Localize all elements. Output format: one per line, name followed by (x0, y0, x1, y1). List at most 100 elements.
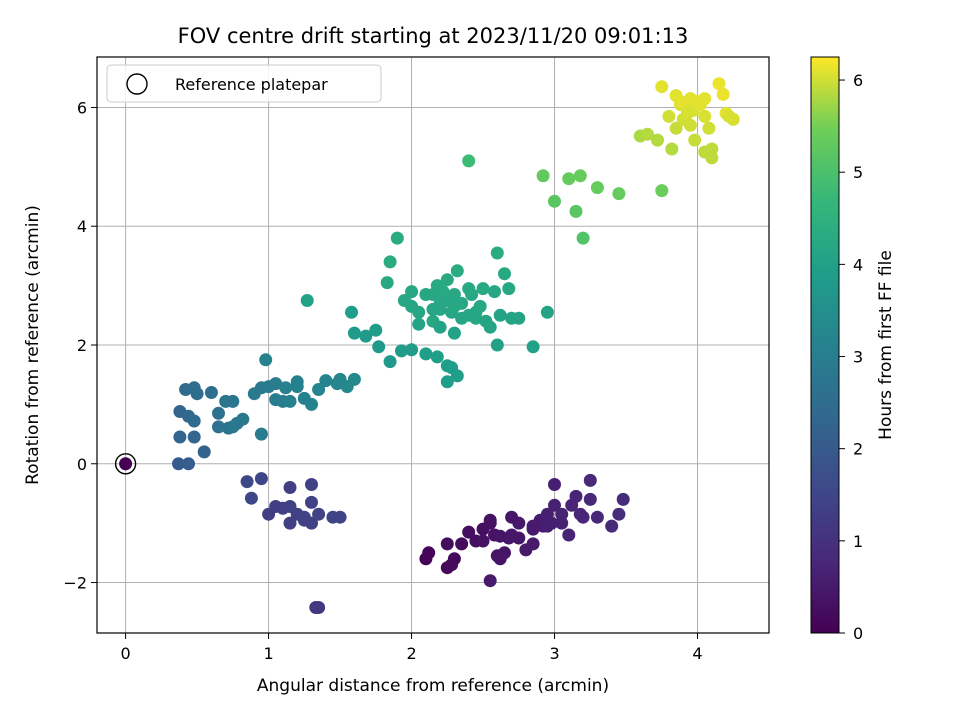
data-point (483, 513, 497, 527)
data-point (440, 273, 454, 287)
data-point (490, 246, 504, 260)
data-point (540, 519, 554, 533)
colorbar-frame (810, 56, 840, 634)
data-point (476, 534, 490, 548)
data-point (712, 77, 726, 91)
data-point (419, 347, 433, 361)
data-point (226, 394, 240, 408)
data-point (447, 299, 461, 313)
data-point (172, 457, 185, 471)
y-tick-label: 4 (77, 217, 87, 236)
x-tick-label: 2 (406, 644, 416, 663)
data-point (204, 386, 218, 399)
data-point (305, 495, 318, 509)
data-point (705, 151, 719, 165)
data-point (405, 299, 419, 313)
legend-box: Reference platepar (106, 64, 382, 103)
data-point (405, 285, 419, 299)
data-point (447, 326, 461, 340)
data-point (182, 457, 195, 471)
data-point (665, 142, 679, 156)
data-point (569, 489, 583, 503)
data-point (498, 267, 511, 281)
data-point (430, 350, 444, 364)
colorbar-tick-label: 2 (853, 440, 863, 459)
data-point (187, 414, 201, 428)
data-point (290, 375, 304, 389)
data-point (673, 95, 687, 108)
data-point (716, 87, 730, 101)
data-point (662, 109, 676, 123)
data-point (380, 276, 394, 290)
data-point (705, 142, 719, 156)
data-point (269, 377, 283, 391)
data-point (372, 340, 386, 354)
x-axis-ticks: 0 1 2 3 4 (121, 633, 703, 663)
data-point (426, 302, 440, 316)
data-point (450, 264, 464, 278)
data-point (390, 231, 404, 245)
data-point (655, 80, 669, 94)
data-point (483, 320, 497, 334)
data-point (698, 92, 712, 106)
data-point (493, 308, 507, 322)
data-point (226, 420, 240, 434)
data-point (548, 478, 561, 491)
y-axis-ticks: −2 0 2 4 6 (63, 98, 97, 593)
data-point (254, 472, 268, 486)
data-point (244, 491, 258, 505)
data-point (426, 288, 440, 301)
data-point (526, 519, 540, 533)
data-point (440, 537, 454, 551)
data-point (476, 282, 490, 296)
y-tick-label: 0 (77, 455, 87, 474)
x-tick-label: 0 (121, 644, 131, 663)
data-point (651, 133, 664, 147)
colorbar-tick-label: 1 (853, 532, 863, 551)
data-point (512, 531, 526, 545)
x-axis-label: Angular distance from reference (arcmin) (257, 676, 609, 696)
data-point (312, 383, 326, 396)
data-point (236, 412, 250, 426)
y-axis-label: Rotation from reference (arcmin) (23, 205, 43, 485)
data-point (573, 169, 587, 183)
data-point (359, 329, 373, 343)
data-point (512, 311, 526, 325)
x-tick-label: 1 (263, 644, 273, 663)
x-tick-label: 3 (549, 644, 559, 663)
data-point (505, 510, 519, 524)
data-point (576, 231, 590, 245)
y-tick-label: 6 (77, 98, 87, 117)
data-point (450, 369, 464, 383)
reference-marker (114, 453, 137, 475)
data-point (345, 305, 358, 319)
data-point (583, 473, 597, 487)
data-point (347, 372, 361, 386)
data-point (395, 344, 408, 358)
data-point (526, 340, 540, 354)
data-point (300, 294, 314, 307)
data-point (254, 427, 268, 441)
data-point (473, 299, 487, 313)
data-point (383, 255, 397, 269)
data-point (462, 282, 476, 296)
data-point (488, 285, 501, 299)
data-point (305, 397, 318, 411)
colorbar-tick-label: 3 (853, 348, 863, 367)
data-point (433, 320, 447, 334)
data-point (502, 282, 516, 296)
data-point (305, 478, 318, 491)
colorbar-gradient (811, 57, 839, 633)
data-point (612, 187, 626, 201)
data-point (283, 481, 297, 494)
data-point (462, 154, 476, 168)
data-point (493, 529, 507, 543)
data-point (173, 430, 187, 444)
data-point (455, 311, 469, 325)
data-point (490, 338, 504, 352)
data-point (259, 353, 273, 367)
legend-label: Reference platepar (175, 75, 328, 94)
data-point (190, 387, 204, 401)
data-point (333, 510, 347, 524)
